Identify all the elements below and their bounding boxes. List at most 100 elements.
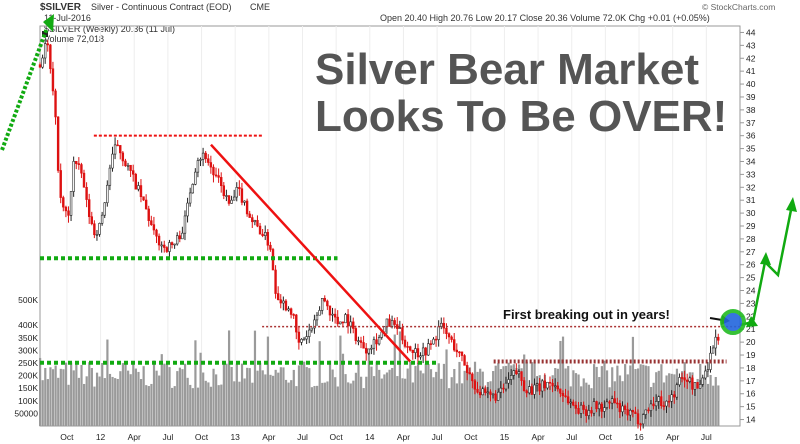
candle-body <box>191 184 194 194</box>
projection-arrows <box>0 14 797 335</box>
candle-body <box>424 347 427 356</box>
candle-body <box>188 192 192 204</box>
candle-body <box>613 398 616 404</box>
time-tick-label: Oct <box>599 432 613 442</box>
volume-bar <box>264 374 267 426</box>
volume-bar <box>313 385 316 426</box>
volume-bar <box>271 375 275 426</box>
volume-bar <box>644 365 647 426</box>
candle-body <box>289 308 293 315</box>
volume-bar <box>64 362 68 426</box>
volume-bar <box>323 382 326 426</box>
volume-bar <box>108 373 112 426</box>
candle-body <box>367 348 370 354</box>
volume-tick-label: 400K <box>18 320 38 330</box>
candle-body <box>486 391 490 394</box>
candle-body <box>375 339 378 345</box>
candle-body <box>238 187 241 190</box>
volume-bar <box>424 364 427 426</box>
volume-bar <box>300 362 303 426</box>
price-tick-label: 41 <box>746 66 756 76</box>
volume-bar <box>352 380 355 426</box>
volume-bar <box>297 365 301 426</box>
volume-bar <box>631 336 635 426</box>
candle-body <box>608 401 611 404</box>
candle-body <box>587 410 591 416</box>
volume-bar <box>344 374 347 426</box>
candle-body <box>225 195 228 197</box>
volume-bar <box>398 331 402 426</box>
volume-legend: Volume 72,018 <box>44 34 104 44</box>
volume-bar <box>163 363 166 426</box>
price-tick-label: 44 <box>746 27 756 37</box>
candle-body <box>704 370 707 379</box>
volume-bar <box>328 360 332 426</box>
candle-body <box>108 167 112 186</box>
volume-bar <box>691 372 694 426</box>
symbol-label: $SILVER <box>40 2 82 13</box>
candle-body <box>551 382 554 387</box>
price-tick-label: 17 <box>746 376 756 386</box>
volume-bar <box>147 386 150 426</box>
projection-arrow-head-2 <box>760 252 771 265</box>
candle-body <box>437 326 440 340</box>
contract-description: Silver - Continuous Contract (EOD) <box>91 2 232 12</box>
price-legend-swatch <box>42 31 48 37</box>
volume-bar <box>75 362 78 426</box>
candle-body <box>38 64 42 68</box>
volume-bar <box>44 367 47 426</box>
volume-bar <box>196 387 200 426</box>
volume-bar <box>150 383 153 426</box>
volume-bar <box>548 385 552 426</box>
volume-bar <box>603 360 606 426</box>
volume-bar <box>489 381 492 426</box>
candle-body <box>59 170 62 198</box>
volume-bar <box>357 360 360 426</box>
candle-body <box>678 377 681 386</box>
candle-body <box>509 375 513 380</box>
candle-body <box>662 405 666 408</box>
volume-bar <box>49 367 52 426</box>
candle-body <box>243 200 246 203</box>
volume-bar <box>248 368 251 426</box>
volume-bar <box>450 377 453 426</box>
volume-bar <box>515 368 518 426</box>
volume-bar <box>613 381 616 426</box>
time-tick-label: Apr <box>128 432 141 442</box>
volume-bar <box>181 369 184 426</box>
candle-body <box>453 339 456 351</box>
volume-bar <box>199 352 202 426</box>
volume-bar <box>468 367 471 426</box>
ohlc-readout: Open 20.40 High 20.76 Low 20.17 Close 20… <box>380 13 710 23</box>
volume-bar <box>103 378 106 426</box>
volume-bar <box>448 388 451 426</box>
volume-bar <box>83 383 86 426</box>
candle-body <box>64 206 68 212</box>
volume-bar <box>585 382 588 426</box>
candle-body <box>90 216 93 225</box>
time-tick-label: Apr <box>531 432 544 442</box>
volume-bar <box>510 365 513 426</box>
volume-bar <box>334 377 337 426</box>
candle-body <box>170 242 174 245</box>
time-tick-label: Oct <box>464 432 478 442</box>
candle-body <box>447 333 451 338</box>
candle-body <box>313 319 316 329</box>
volume-bar <box>616 365 619 426</box>
candle-body <box>660 396 663 407</box>
volume-bar <box>72 370 75 426</box>
volume-bar <box>46 379 49 426</box>
candle-body <box>220 177 223 187</box>
volume-bar <box>517 364 521 426</box>
volume-bar <box>688 372 691 426</box>
candle-body <box>693 382 697 390</box>
time-axis: Oct 12 Apr Jul Oct 13 Apr Jul Oct 14 Apr Jul Oct 15 Ap… <box>60 26 712 442</box>
projection-arrow-head-3 <box>786 197 797 212</box>
volume-bar <box>406 368 409 426</box>
candle-body <box>287 308 290 311</box>
volume-bar <box>546 386 549 426</box>
candle-body <box>315 314 319 321</box>
volume-bar <box>512 364 515 426</box>
candle-body <box>144 199 148 210</box>
support-resistance-levels <box>40 134 740 365</box>
